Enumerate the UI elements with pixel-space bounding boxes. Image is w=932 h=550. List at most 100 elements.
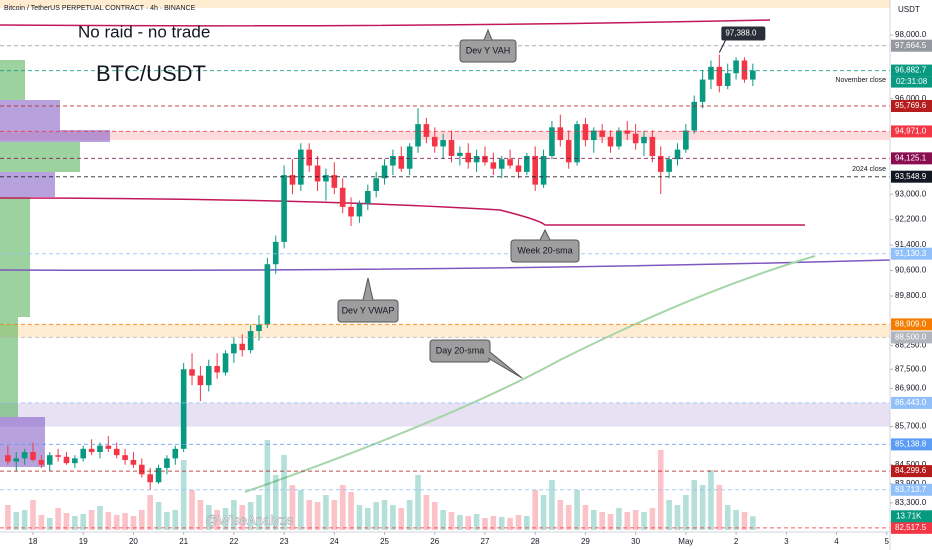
volume-bar (155, 502, 162, 530)
candle-body (306, 149, 313, 166)
volume-bar (38, 515, 45, 530)
candle-body (197, 375, 204, 386)
candle-body (708, 66, 714, 80)
volume-bar (482, 518, 488, 530)
price-badge (891, 64, 932, 77)
volume-bar (147, 495, 153, 530)
price-badge (891, 318, 932, 331)
candle-body (490, 162, 497, 169)
volume-bar (557, 500, 564, 530)
candle-body (582, 124, 589, 141)
price-badge (891, 438, 932, 451)
candle-body (13, 458, 20, 462)
candle-body (423, 124, 430, 137)
candle-body (507, 159, 513, 166)
candle-body (205, 366, 212, 386)
price-badge (891, 465, 932, 478)
annotation: Day 20-sma (436, 345, 485, 355)
volume-bar (708, 470, 714, 530)
volume-profile (0, 60, 110, 467)
volume-bar (381, 500, 388, 530)
price-badge (891, 100, 932, 113)
volume-bar (632, 510, 639, 530)
candle-body (482, 155, 488, 163)
volume-bar (88, 510, 95, 530)
countdown-badge (891, 76, 932, 88)
candle-body (113, 448, 120, 456)
candle-body (180, 369, 187, 449)
candle-body (231, 343, 237, 354)
volume-bar (314, 502, 321, 530)
candle-body (272, 241, 279, 265)
candle-body (189, 369, 195, 376)
candle-body (281, 175, 287, 242)
subtitle: No raid - no trade (78, 22, 210, 41)
zone (0, 0, 890, 8)
volume-bar (440, 510, 446, 530)
candle-body (155, 467, 162, 483)
volume-badge-label: 13.71K (896, 511, 922, 520)
volume-bar (72, 516, 78, 530)
candle-body (473, 155, 480, 163)
volume-bar (599, 512, 605, 530)
watermark: @WiseAnalyze (205, 512, 293, 527)
price-badge-label: 86,443.0 (895, 398, 927, 407)
volume-bar (691, 480, 698, 530)
high-badge-label: 97,388.0 (725, 29, 757, 38)
candle-body (532, 155, 538, 185)
candle-body (172, 448, 179, 459)
candle-body (624, 130, 631, 134)
price-badge (891, 125, 932, 138)
callout: Dev Y VAH (459, 28, 517, 63)
volume-bar (641, 512, 647, 530)
volume-badge (891, 510, 932, 523)
price-badge-label: 97,664.5 (895, 41, 927, 50)
candle-body (641, 136, 647, 144)
price-badge (891, 170, 932, 183)
volume-bar (373, 502, 379, 530)
candle-body (80, 448, 87, 459)
x-tick-label: 4 (834, 537, 839, 546)
volume-bar (21, 510, 28, 530)
candle-body (46, 455, 53, 465)
y-tick-label: 89,800.0 (895, 291, 927, 300)
candle-body (381, 165, 388, 179)
volume-bar (222, 508, 229, 530)
price-badge-label: 95,769.6 (895, 101, 927, 110)
x-tick-label: 21 (179, 537, 188, 546)
volume-bar (448, 512, 455, 530)
volume-bar (473, 514, 480, 530)
candle-body (415, 124, 421, 147)
y-tick-label: 98,000.0 (895, 30, 927, 39)
volume-bar (97, 506, 103, 530)
candle-body (356, 203, 363, 217)
candle-body (549, 127, 555, 156)
y-tick-label: 86,900.0 (895, 383, 927, 392)
price-badge (891, 39, 932, 52)
candle-body (524, 155, 530, 172)
candle-body (666, 159, 672, 172)
high-badge (721, 26, 766, 41)
annotation: 2024 close (852, 166, 886, 173)
y-tick-label: 83,300.0 (895, 498, 927, 507)
candle-body (38, 459, 45, 465)
candle-body (139, 464, 145, 475)
volume-bar (55, 508, 61, 530)
volume-bar (323, 495, 329, 530)
candle-body (247, 331, 254, 351)
candle-body (97, 445, 103, 453)
candle-body (147, 474, 153, 483)
dev-vwap-line (0, 259, 891, 272)
y-tick-label: 84,500.0 (895, 460, 927, 469)
candle-body (264, 264, 271, 325)
volume-bar (649, 508, 656, 530)
candle-body (88, 448, 95, 453)
y-tick-label: 93,000.0 (895, 189, 927, 198)
zone (0, 131, 890, 141)
price-badge (891, 247, 932, 260)
price-badge (891, 521, 932, 534)
candle-body (649, 136, 656, 156)
candle-body (431, 136, 438, 147)
candle-body (465, 152, 472, 163)
plot: 97,388.0 (0, 26, 890, 530)
